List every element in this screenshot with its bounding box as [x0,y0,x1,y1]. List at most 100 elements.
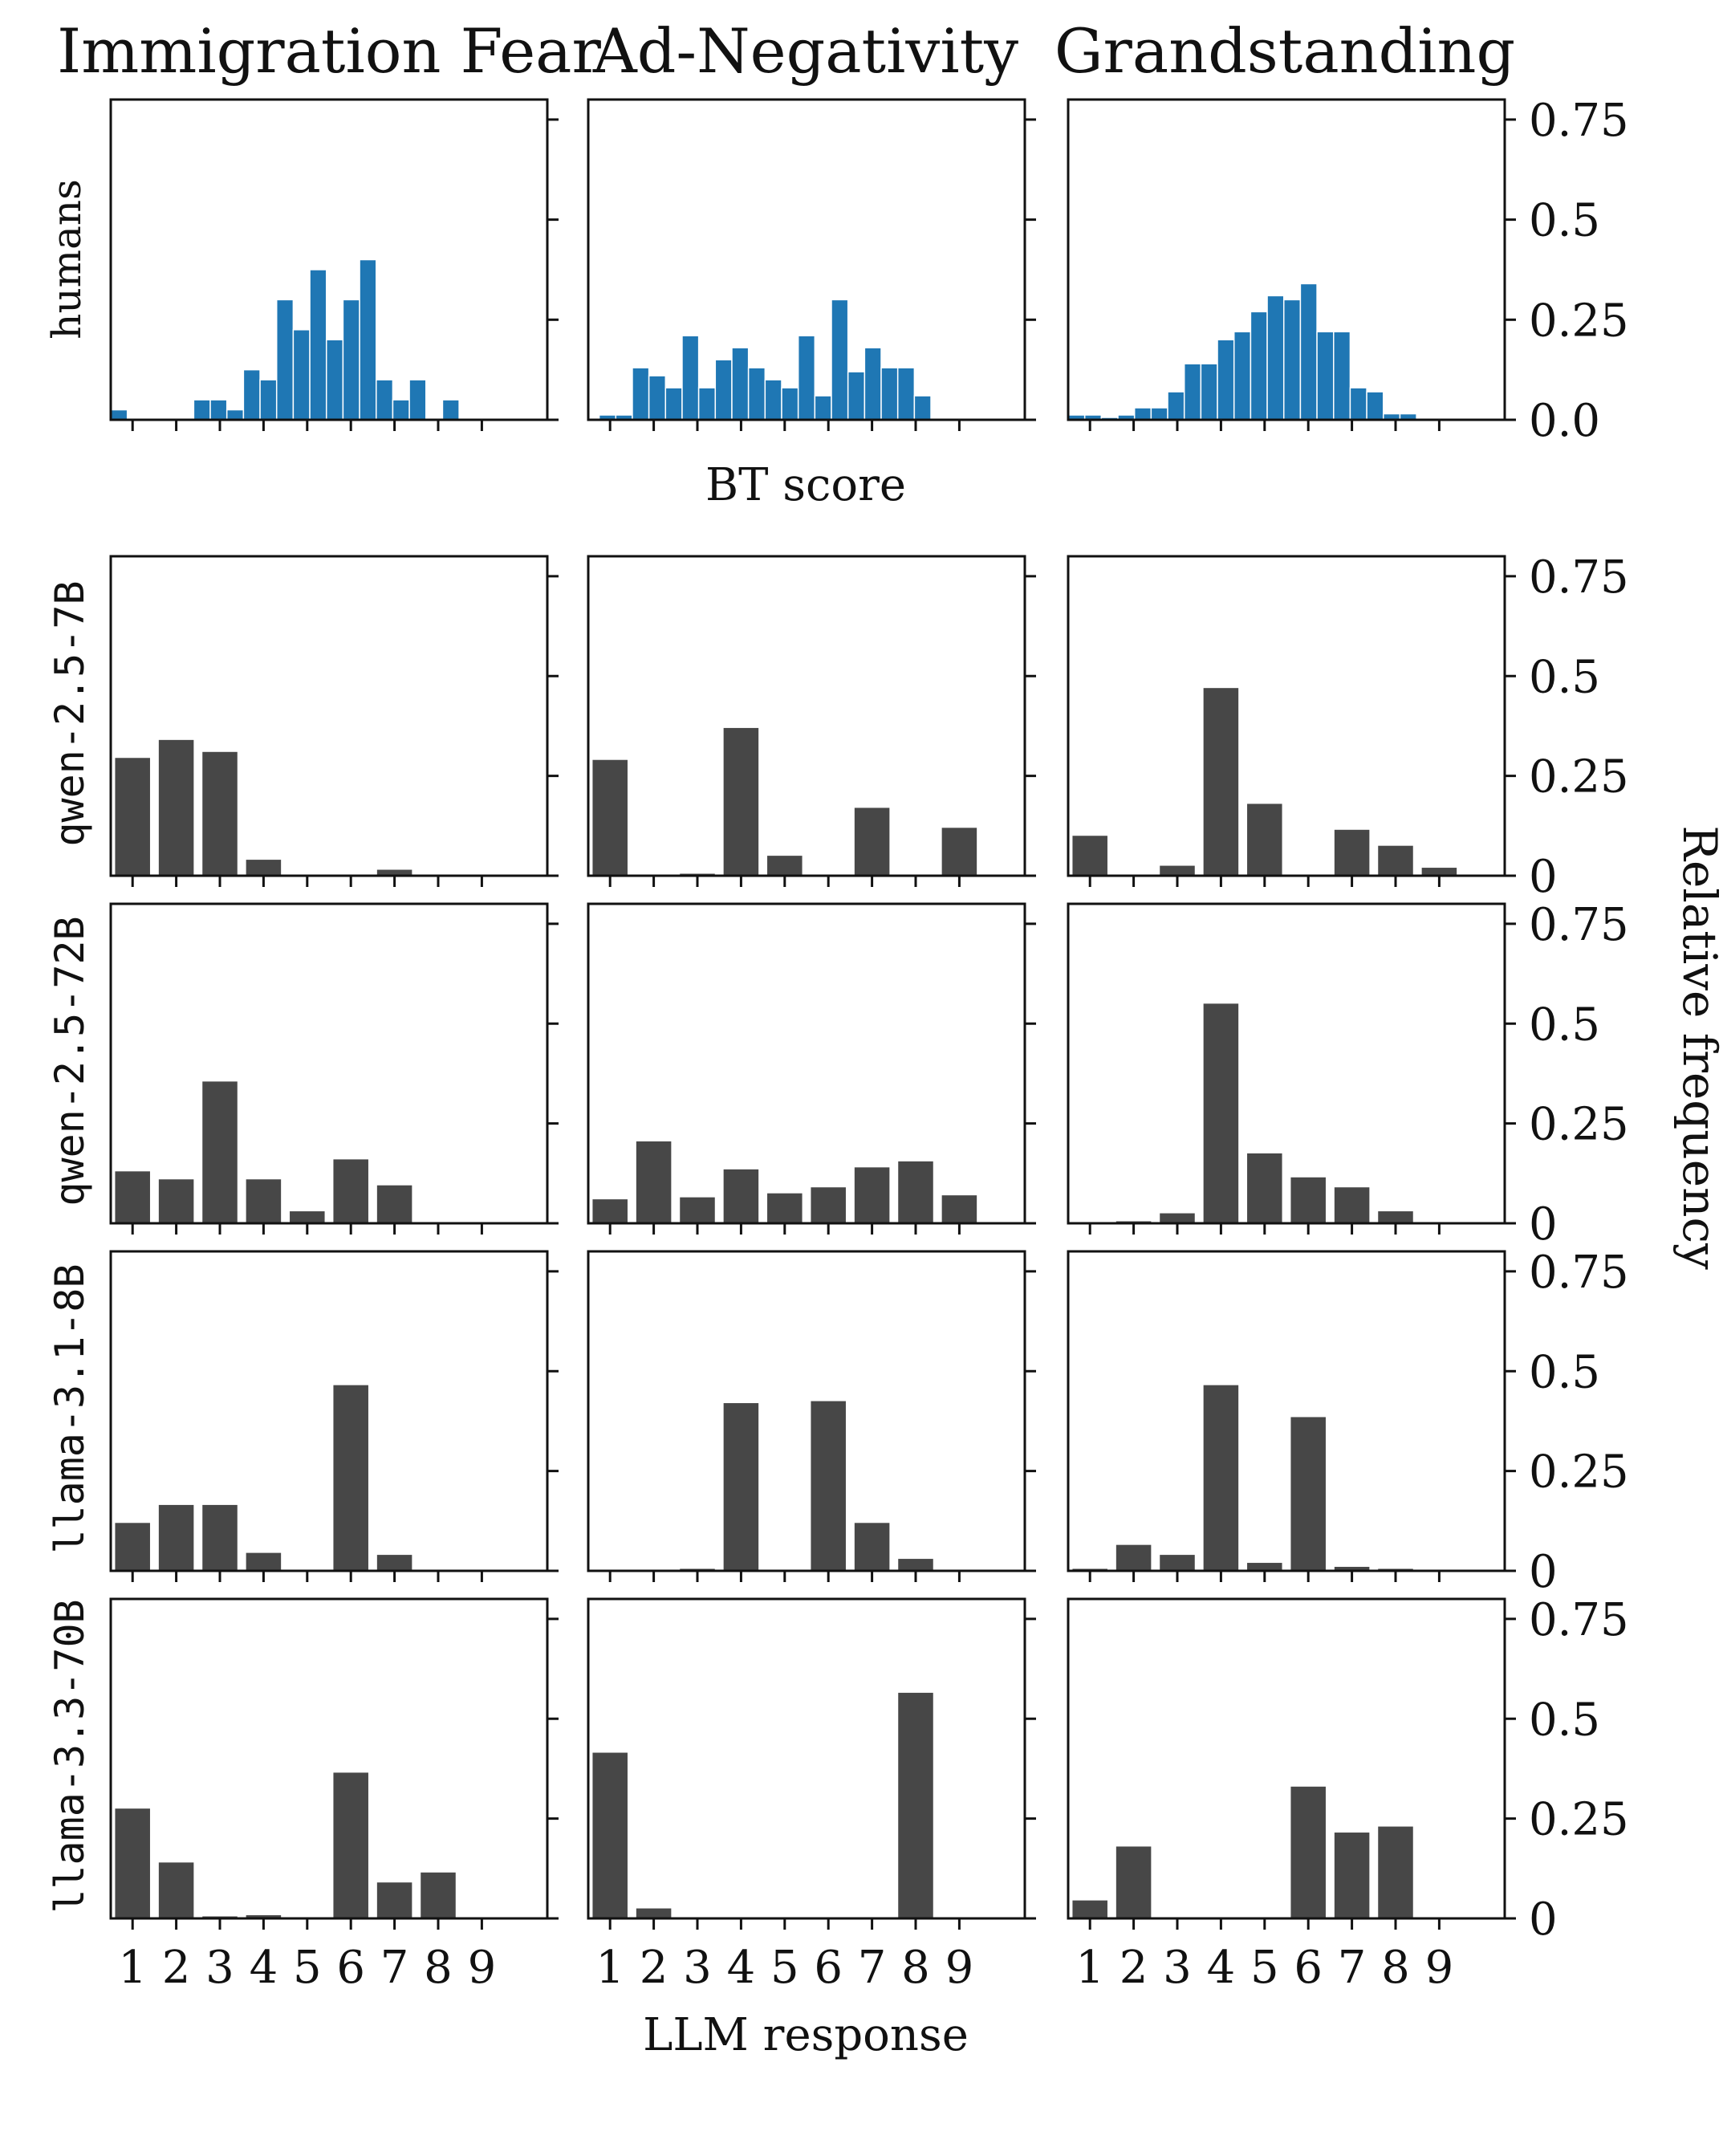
bar-humans-grandstanding-bin-16 [1316,331,1335,421]
y-tick-label-humans-2: 0.5 [1529,195,1600,247]
y-axis-label: Relative frequency [1672,825,1723,1270]
column-title-immigration-fear: Immigration Fear [57,15,601,87]
panel-frame-qwen-2-5-7b-grandstanding [1067,555,1506,877]
panel-humans-immigration-fear [109,98,559,431]
bar-qwen-2-5-72b-ad-negativity-1 [592,1199,628,1223]
bar-llama-3-1-8b-immigration-fear-1 [115,1523,150,1571]
bar-humans-grandstanding-bin-9 [1200,363,1218,421]
x-tick-label-immigration-fear-4: 4 [250,1942,278,1994]
bar-humans-ad-negativity-bin-3 [632,367,650,421]
bar-llama-3-1-8b-immigration-fear-2 [158,1504,194,1571]
bar-humans-ad-negativity-bin-19 [896,367,916,421]
bar-humans-ad-negativity-bin-20 [913,395,932,421]
bar-qwen-2-5-72b-ad-negativity-2 [636,1141,672,1223]
x-tick-label-ad-negativity-4: 4 [727,1942,756,1994]
column-titles: Immigration Fear Ad-Negativity Grandstan… [57,15,1515,87]
y-tick-label-qwen-2-5-7b-1: 0.25 [1529,751,1629,803]
x-tick-label-immigration-fear-7: 7 [380,1942,409,1994]
bar-qwen-2-5-72b-grandstanding-8 [1378,1211,1413,1223]
panel-frame-llama-3-1-8b-grandstanding [1067,1250,1506,1572]
bar-humans-immigration-fear-bin-17 [376,379,394,421]
y-tick-label-qwen-2-5-7b-0: 0 [1529,851,1558,903]
panel-humans-grandstanding: 0.0 0.25 0.5 0.75 [1067,95,1629,447]
bar-humans-ad-negativity-bin-10 [747,367,766,421]
x-tick-label-ad-negativity-2: 2 [640,1942,668,1994]
y-tick-label-qwen-2-5-72b-2: 0.5 [1529,999,1600,1051]
bar-qwen-2-5-7b-grandstanding-9 [1421,868,1457,876]
bar-llama-3-3-70b-immigration-fear-1 [115,1808,150,1918]
panel-llama-3-1-8b-grandstanding: 0 0.25 0.5 0.75 [1067,1247,1629,1598]
panel-frame-humans-grandstanding [1067,98,1506,421]
y-tick-label-llama-3-1-8b-1: 0.25 [1529,1446,1629,1499]
bar-qwen-2-5-72b-grandstanding-7 [1334,1187,1370,1223]
x-tick-label-grandstanding-3: 3 [1163,1942,1192,1994]
x-tick-label-immigration-fear-5: 5 [293,1942,322,1994]
bar-humans-immigration-fear-bin-12 [292,329,311,421]
bt-score-axis-label: BT score [705,459,906,511]
x-tick-label-grandstanding-4: 4 [1207,1942,1236,1994]
bar-humans-grandstanding-bin-6 [1150,407,1168,421]
bar-llama-3-3-70b-immigration-fear-7 [376,1882,412,1918]
bar-llama-3-1-8b-immigration-fear-6 [333,1385,368,1571]
bar-humans-grandstanding-bin-12 [1250,311,1268,421]
x-tick-label-grandstanding-9: 9 [1425,1942,1454,1994]
bar-humans-ad-negativity-bin-17 [864,347,882,421]
x-tick-label-immigration-fear-1: 1 [118,1942,147,1994]
y-tick-label-qwen-2-5-72b-1: 0.25 [1529,1099,1629,1151]
bar-humans-grandstanding-bin-7 [1167,391,1185,421]
bar-llama-3-3-70b-immigration-fear-6 [333,1772,368,1918]
bar-humans-immigration-fear-bin-6 [193,399,211,421]
y-tick-label-llama-3-3-70b-1: 0.25 [1529,1794,1629,1846]
bar-humans-grandstanding-bin-8 [1183,363,1202,421]
bar-humans-ad-negativity-bin-7 [697,387,717,421]
bar-qwen-2-5-7b-immigration-fear-1 [115,758,150,876]
bar-humans-grandstanding-bin-5 [1133,407,1152,421]
panel-qwen-2-5-7b-immigration-fear [109,555,559,887]
bar-qwen-2-5-72b-ad-negativity-3 [680,1197,715,1223]
x-tick-label-grandstanding-5: 5 [1250,1942,1279,1994]
column-title-ad-negativity: Ad-Negativity [592,15,1018,87]
bar-humans-immigration-fear-bin-7 [209,399,228,421]
bar-humans-grandstanding-bin-18 [1349,387,1367,421]
x-tick-label-ad-negativity-3: 3 [683,1942,712,1994]
bar-llama-3-3-70b-immigration-fear-8 [421,1872,456,1918]
y-tick-label-humans-1: 0.25 [1529,295,1629,347]
bar-llama-3-1-8b-ad-negativity-7 [854,1523,890,1571]
x-tick-label-ad-negativity-7: 7 [858,1942,887,1994]
panel-frame-qwen-2-5-7b-immigration-fear [109,555,549,877]
bar-humans-grandstanding-bin-13 [1266,295,1285,421]
bar-qwen-2-5-72b-immigration-fear-5 [290,1211,325,1223]
panel-frame-llama-3-1-8b-ad-negativity [587,1250,1026,1572]
bar-llama-3-1-8b-ad-negativity-4 [723,1403,759,1571]
bar-humans-immigration-fear-bin-8 [226,409,245,421]
bar-humans-ad-negativity-bin-13 [797,335,816,421]
bar-qwen-2-5-7b-grandstanding-4 [1203,688,1239,876]
bar-humans-grandstanding-bin-17 [1333,331,1351,421]
panel-frame-llama-3-3-70b-ad-negativity [587,1597,1026,1920]
row-label-llama-8b: llama-3.1-8B [47,1263,93,1553]
bar-qwen-2-5-7b-ad-negativity-4 [723,727,759,876]
y-tick-label-llama-3-3-70b-2: 0.5 [1529,1694,1600,1746]
bar-humans-immigration-fear-bin-11 [275,299,295,421]
bar-humans-grandstanding-bin-15 [1299,283,1318,421]
bar-humans-ad-negativity-bin-14 [814,395,832,421]
bar-humans-grandstanding-bin-10 [1217,339,1235,421]
bar-humans-ad-negativity-bin-5 [664,387,683,421]
bar-qwen-2-5-72b-immigration-fear-4 [246,1179,282,1223]
bar-qwen-2-5-7b-grandstanding-8 [1378,845,1413,876]
bar-qwen-2-5-7b-immigration-fear-3 [202,751,238,876]
y-tick-label-humans-0: 0.0 [1529,395,1600,447]
bar-qwen-2-5-7b-ad-negativity-5 [767,856,803,876]
bar-llama-3-3-70b-grandstanding-2 [1115,1846,1152,1918]
panel-qwen-2-5-72b-grandstanding: 0 0.25 0.5 0.75 [1067,899,1629,1251]
bar-humans-immigration-fear-bin-9 [242,368,261,421]
y-tick-label-llama-3-1-8b-0: 0 [1529,1546,1558,1598]
panel-llama-3-3-70b-grandstanding: 0 0.25 0.5 0.75 1 2 3 4 5 6 7 8 9 [1067,1594,1629,1994]
y-tick-label-qwen-2-5-72b-3: 0.75 [1529,899,1629,951]
bar-humans-immigration-fear-bin-21 [441,399,460,421]
bar-humans-grandstanding-bin-14 [1282,299,1302,421]
panel-frame-llama-3-3-70b-grandstanding [1067,1597,1506,1920]
bar-humans-immigration-fear-bin-15 [342,299,360,421]
bar-humans-ad-negativity-bin-16 [847,371,866,421]
bar-llama-3-1-8b-immigration-fear-3 [202,1504,238,1571]
